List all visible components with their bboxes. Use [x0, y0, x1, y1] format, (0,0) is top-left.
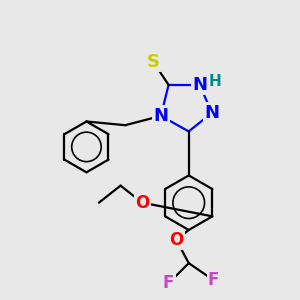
Text: N: N	[205, 104, 220, 122]
Text: N: N	[192, 76, 207, 94]
Text: O: O	[135, 194, 149, 212]
Text: H: H	[209, 74, 221, 89]
Text: O: O	[169, 231, 184, 249]
Text: F: F	[163, 274, 174, 292]
Text: N: N	[153, 107, 168, 125]
Text: F: F	[208, 271, 219, 289]
Text: S: S	[147, 53, 160, 71]
